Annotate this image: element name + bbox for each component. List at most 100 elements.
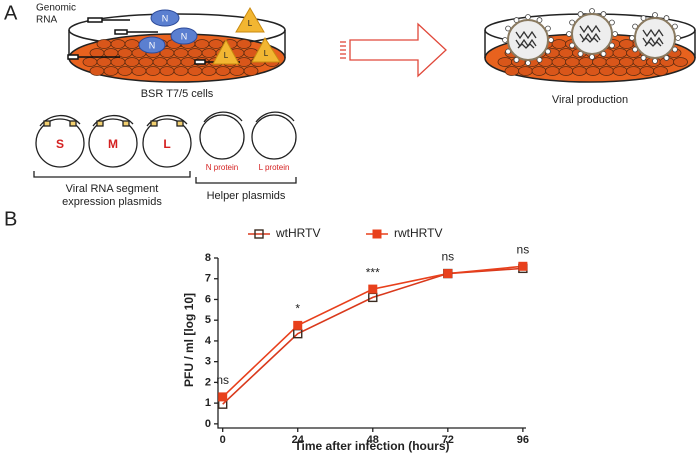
- x-axis-label: Time after infection (hours): [294, 439, 449, 453]
- group-label: Viral RNA segment: [66, 183, 159, 195]
- x-tick-label: 96: [517, 434, 529, 446]
- spike: [589, 54, 595, 60]
- l-protein: [212, 7, 281, 65]
- panel-label: B: [4, 208, 17, 230]
- cell: [558, 66, 574, 76]
- x-tick-label: 72: [442, 434, 454, 446]
- y-tick-label: 4: [205, 335, 212, 347]
- y-axis-label: PFU / ml [log 10]: [182, 293, 196, 387]
- cell: [145, 66, 161, 76]
- significance-label: ***: [366, 265, 380, 279]
- y-tick-label: 7: [205, 273, 211, 285]
- cell: [138, 57, 154, 67]
- y-tick-label: 3: [205, 356, 211, 368]
- spike: [525, 14, 531, 20]
- significance-label: ns: [517, 242, 530, 256]
- rna-fragments: [67, 17, 240, 65]
- spike: [612, 31, 618, 37]
- bracket: [33, 171, 191, 178]
- cell: [599, 66, 614, 76]
- genome: [515, 30, 537, 49]
- marker: [254, 229, 264, 239]
- panel-label: A: [4, 2, 18, 24]
- legend-label: wtHRTV: [275, 226, 320, 240]
- l-label: L: [264, 49, 269, 58]
- cell: [551, 39, 567, 49]
- y-tick-label: 0: [205, 418, 211, 430]
- cell: [103, 48, 119, 58]
- cell: [558, 48, 574, 58]
- cell: [619, 57, 634, 67]
- virion: [507, 19, 549, 61]
- cell: [673, 57, 688, 67]
- cell: [187, 66, 203, 76]
- cell: [592, 57, 607, 67]
- virion: [634, 17, 676, 59]
- y-tick-label: 8: [205, 252, 211, 264]
- cell: [180, 57, 196, 67]
- plasmid-label: M: [108, 137, 118, 151]
- plasmid-label: L: [163, 137, 170, 151]
- virion: [571, 13, 613, 55]
- genomic-label: RNA: [36, 15, 57, 26]
- y-tick-label: 5: [205, 314, 211, 326]
- spike: [652, 58, 658, 64]
- axis-line: [217, 258, 526, 429]
- cell: [653, 66, 668, 76]
- significance-label: *: [295, 302, 300, 316]
- cell: [612, 48, 628, 58]
- cell: [619, 39, 634, 49]
- cell: [551, 57, 567, 67]
- cell: [243, 66, 259, 76]
- l-label: L: [248, 19, 253, 28]
- cell: [504, 66, 520, 76]
- cell: [117, 66, 133, 76]
- cell: [572, 66, 587, 76]
- result-label: Viral production: [552, 94, 628, 106]
- marker: [368, 284, 378, 294]
- x-tick-label: 0: [220, 434, 226, 446]
- significance-label: ns: [441, 250, 454, 264]
- group-label: expression plasmids: [62, 196, 162, 208]
- cell: [201, 66, 217, 76]
- marker: [518, 261, 528, 271]
- genome: [642, 28, 664, 47]
- marker: [218, 392, 228, 402]
- cell: [208, 39, 224, 49]
- y-tick-label: 6: [205, 293, 211, 305]
- cell: [124, 39, 140, 49]
- spike: [566, 31, 572, 37]
- marker: [293, 328, 303, 339]
- genome: [579, 24, 601, 43]
- marker: [443, 269, 453, 279]
- y-tick-label: 1: [205, 397, 211, 409]
- cell: [612, 66, 628, 76]
- cell: [201, 48, 217, 58]
- petri-dish: [484, 8, 696, 83]
- l-label: L: [224, 51, 229, 60]
- arrow: [340, 22, 447, 78]
- cell: [173, 48, 189, 58]
- cell: [82, 57, 98, 67]
- marker: [368, 292, 378, 303]
- cell: [229, 66, 245, 76]
- genomic-label: Genomic: [36, 3, 76, 14]
- cells-label: BSR T7/5 cells: [141, 88, 214, 100]
- cell: [166, 57, 182, 67]
- marker: [372, 229, 382, 239]
- spike: [525, 60, 531, 66]
- n-label: N: [149, 40, 156, 50]
- cell: [518, 66, 533, 76]
- spike: [589, 8, 595, 14]
- cell: [605, 57, 621, 67]
- cell: [236, 39, 252, 49]
- spike: [548, 37, 554, 43]
- plasmids: [35, 111, 297, 168]
- marker: [293, 320, 303, 330]
- n-label: N: [162, 13, 169, 23]
- cell: [173, 66, 189, 76]
- cell: [96, 57, 112, 67]
- group-label: Helper plasmids: [207, 190, 286, 202]
- cell: [124, 57, 140, 67]
- cell: [639, 66, 655, 76]
